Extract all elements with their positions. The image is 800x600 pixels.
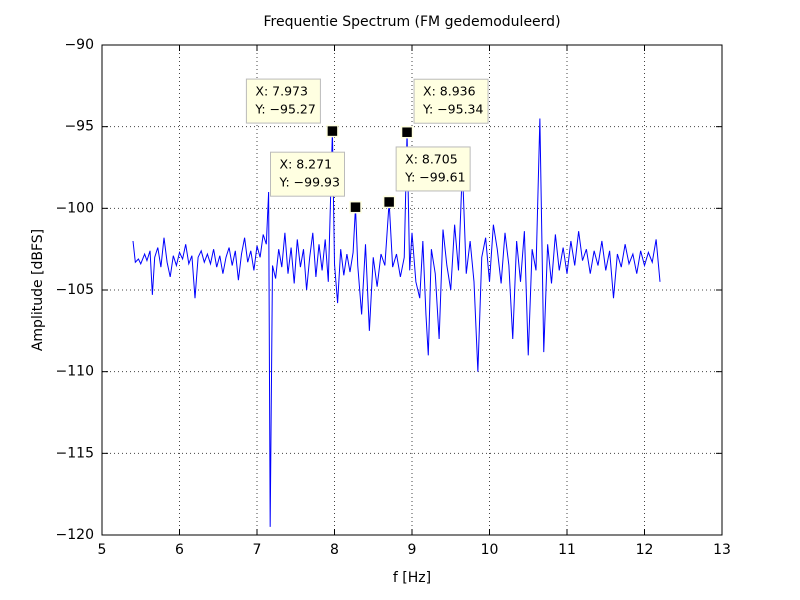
y-tick-label: −100 — [56, 200, 94, 216]
datatip-box — [245, 78, 321, 124]
datatip-box — [395, 146, 471, 192]
datatip-marker — [382, 195, 396, 209]
x-tick-label: 5 — [98, 542, 107, 558]
x-tick-label: 6 — [175, 542, 184, 558]
datatip-x-label: X: 8.936 — [423, 84, 476, 99]
datatip-y-label: Y: −95.34 — [422, 102, 483, 117]
x-tick-label: 10 — [481, 542, 499, 558]
y-tick-label: −105 — [56, 282, 94, 298]
datatip: X: 8.705 Y: −99.61 — [382, 146, 471, 209]
x-tick-label: 13 — [713, 542, 731, 558]
datatip-box — [413, 78, 489, 124]
x-tick-label: 7 — [253, 542, 262, 558]
datatip-x-label: X: 8.705 — [405, 151, 458, 166]
spectrum-line — [132, 118, 661, 527]
datatip: X: 8.936 Y: −95.34 — [400, 78, 489, 139]
chart-title: Frequentie Spectrum (FM gedemoduleerd) — [263, 14, 560, 30]
datatip: X: 7.973 Y: −95.27 — [245, 78, 339, 138]
y-tick-label: −110 — [56, 364, 94, 380]
datatip-x-label: X: 8.271 — [280, 157, 333, 172]
plot-frame — [101, 44, 723, 536]
x-tick-label: 9 — [408, 542, 417, 558]
datatip-y-label: Y: −99.93 — [279, 175, 340, 190]
x-axis-label: f [Hz] — [393, 570, 431, 586]
datatip-box — [270, 151, 346, 197]
y-tick-label: −90 — [64, 37, 94, 53]
y-tick-label: −95 — [64, 119, 94, 135]
x-tick-label: 12 — [636, 542, 654, 558]
y-tick-label: −115 — [56, 445, 94, 461]
x-tick-label: 11 — [558, 542, 576, 558]
datatip-marker — [400, 125, 414, 139]
datatip-x-label: X: 7.973 — [255, 84, 308, 99]
datatip-marker — [349, 200, 362, 214]
datatip-marker — [326, 124, 339, 138]
datatip-y-label: Y: −95.27 — [254, 102, 315, 117]
x-tick-label: 8 — [330, 542, 339, 558]
y-tick-label: −120 — [56, 527, 94, 543]
datatip: X: 8.271 Y: −99.93 — [270, 151, 362, 214]
y-axis-label: Amplitude [dBFS] — [30, 229, 46, 351]
datatip-y-label: Y: −99.61 — [404, 169, 465, 184]
